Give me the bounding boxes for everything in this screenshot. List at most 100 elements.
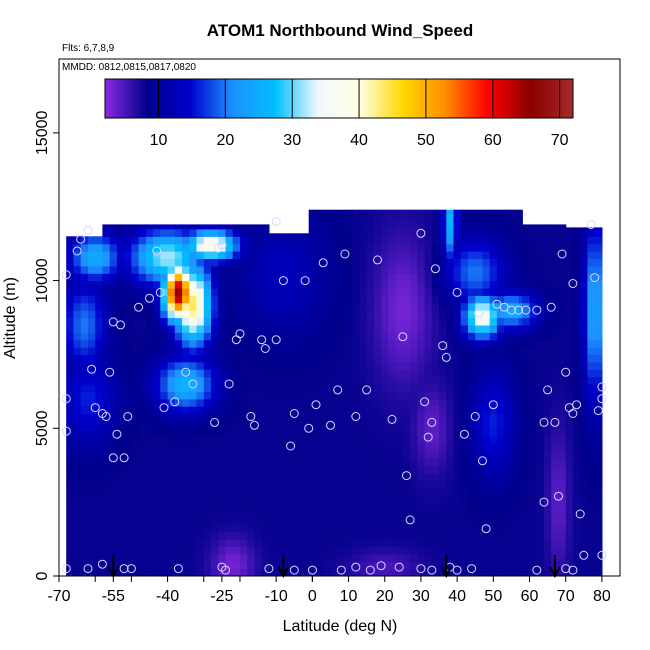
heatmap-cell: [395, 209, 404, 215]
heatmap-cell: [594, 516, 603, 525]
heatmap-cell: [138, 332, 147, 341]
heatmap-cell: [529, 494, 538, 503]
heatmap-cell: [330, 413, 339, 422]
heatmap-cell: [594, 295, 603, 304]
heatmap-cell: [268, 280, 277, 289]
heatmap-cell: [153, 553, 161, 562]
measurement-point: [264, 564, 274, 574]
heatmap-cell: [145, 317, 154, 326]
heatmap-cell: [558, 361, 567, 370]
heatmap-cell: [558, 317, 567, 326]
heatmap-cell: [460, 273, 469, 282]
heatmap-cell: [240, 568, 248, 576]
heatmap-cell: [305, 524, 310, 533]
heatmap-cell: [330, 280, 339, 289]
heatmap-cell: [580, 324, 588, 333]
heatmap-cell: [145, 347, 154, 355]
heatmap-cell: [102, 236, 111, 245]
heatmap-cell: [73, 472, 82, 481]
heatmap-cell: [482, 288, 491, 296]
heatmap-cell: [232, 251, 241, 259]
heatmap-cell: [305, 398, 310, 407]
heatmap-cell: [522, 332, 531, 341]
heatmap-cell: [240, 516, 248, 525]
heatmap-cell: [116, 258, 125, 267]
heatmap-cell: [475, 487, 483, 496]
heatmap-cell: [475, 221, 483, 230]
heatmap-cell: [489, 561, 498, 570]
heatmap-cell: [580, 361, 588, 370]
heatmap-cell: [359, 420, 368, 429]
heatmap-cell: [109, 288, 118, 296]
heatmap-cell: [138, 406, 147, 415]
heatmap-cell: [290, 502, 299, 511]
heatmap-cell: [453, 228, 462, 237]
heatmap-cell: [73, 265, 82, 274]
heatmap-cell: [145, 546, 154, 555]
heatmap-cell: [297, 553, 306, 562]
heatmap-cell: [402, 258, 411, 267]
heatmap-cell: [482, 472, 491, 481]
heatmap-cell: [446, 317, 455, 326]
heatmap-cell: [489, 450, 498, 459]
heatmap-cell: [167, 236, 176, 245]
heatmap-cell: [366, 494, 375, 503]
heatmap-cell: [167, 295, 176, 304]
heatmap-cell: [167, 302, 176, 311]
heatmap-cell: [316, 288, 324, 296]
heatmap-cell: [529, 324, 538, 333]
heatmap-cell: [283, 494, 292, 503]
heatmap-cell: [95, 480, 103, 488]
heatmap-cell: [66, 561, 74, 570]
heatmap-cell: [305, 354, 310, 363]
heatmap-cell: [522, 302, 531, 311]
heatmap-cell: [261, 457, 270, 466]
heatmap-cell: [174, 258, 183, 267]
heatmap-cell: [323, 450, 331, 459]
heatmap-cell: [138, 265, 147, 274]
heatmap-cell: [468, 561, 476, 570]
heatmap-cell: [290, 487, 299, 496]
heatmap-cell: [565, 354, 574, 363]
heatmap-cell: [95, 280, 103, 289]
colorbar-swatch: [566, 79, 571, 118]
heatmap-cell: [352, 280, 360, 289]
heatmap-cell: [496, 347, 505, 355]
heatmap-cell: [424, 546, 433, 555]
heatmap-cell: [373, 369, 382, 378]
heatmap-cell: [388, 457, 397, 466]
heatmap-cell: [359, 369, 368, 378]
heatmap-cell: [587, 553, 596, 562]
heatmap-cell: [572, 539, 581, 548]
heatmap-cell: [203, 568, 212, 576]
heatmap-cell: [489, 509, 498, 518]
heatmap-cell: [225, 347, 234, 355]
measurement-point: [260, 344, 270, 353]
heatmap-cell: [247, 224, 255, 230]
heatmap-cell: [308, 539, 317, 548]
heatmap-cell: [247, 391, 255, 400]
heatmap-cell: [410, 406, 418, 415]
heatmap-cell: [225, 465, 234, 474]
heatmap-cell: [160, 317, 169, 326]
heatmap-cell: [138, 288, 147, 296]
heatmap-cell: [395, 324, 404, 333]
heatmap-cell: [330, 450, 339, 459]
heatmap-cell: [316, 339, 324, 348]
heatmap-cell: [431, 509, 440, 518]
heatmap-cell: [475, 236, 483, 245]
heatmap-cell: [439, 457, 447, 466]
heatmap-cell: [352, 494, 360, 503]
heatmap-cell: [316, 302, 324, 311]
heatmap-cell: [352, 413, 360, 422]
heatmap-cell: [522, 420, 531, 429]
heatmap-cell: [211, 258, 219, 267]
heatmap-cell: [468, 302, 476, 311]
heatmap-cell: [80, 487, 89, 496]
heatmap-cell: [247, 361, 255, 370]
heatmap-cell: [565, 332, 574, 341]
heatmap-cell: [153, 494, 161, 503]
heatmap-cell: [496, 376, 505, 385]
heatmap-cell: [116, 524, 125, 533]
heatmap-cell: [439, 443, 447, 452]
